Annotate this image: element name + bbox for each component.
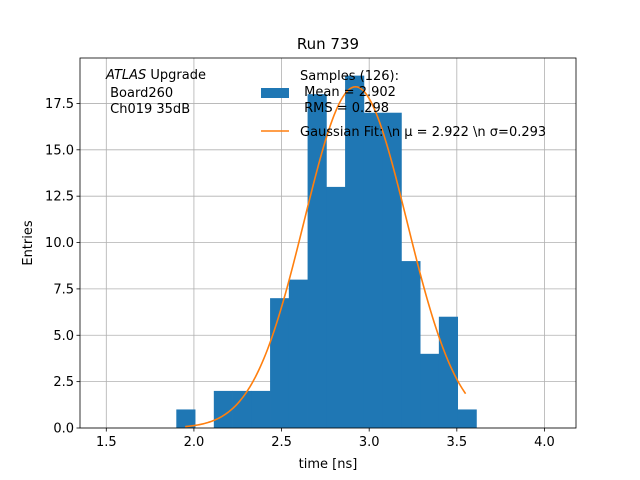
annotation-line-2: Board260 bbox=[106, 86, 173, 101]
histogram-bar bbox=[382, 112, 402, 428]
y-axis-title: Entries bbox=[21, 220, 36, 266]
x-tick-label: 3.0 bbox=[359, 435, 380, 450]
y-tick-label: 2.5 bbox=[53, 375, 74, 390]
histogram-bar bbox=[288, 279, 308, 428]
y-tick-label: 17.5 bbox=[45, 97, 74, 112]
legend-label-fit: Gaussian Fit: \n μ = 2.922 \n σ=0.293 bbox=[300, 125, 546, 140]
annotation-upgrade: Upgrade bbox=[146, 68, 206, 83]
histogram-bar bbox=[232, 390, 252, 428]
y-axis-ticks: 0.0 2.5 5.0 7.5 10.0 12.5 15.0 17.5 bbox=[45, 97, 80, 437]
x-axis-ticks: 1.5 2.0 2.5 3.0 3.5 4.0 bbox=[96, 428, 555, 450]
x-tick-label: 2.5 bbox=[271, 435, 292, 450]
histogram-bar bbox=[326, 186, 346, 428]
histogram-bar bbox=[401, 261, 421, 428]
y-tick-label: 10.0 bbox=[45, 236, 74, 251]
y-tick-label: 5.0 bbox=[53, 329, 74, 344]
annotation-line-3: Ch019 35dB bbox=[106, 102, 190, 117]
y-tick-label: 7.5 bbox=[53, 282, 74, 297]
gaussian-fit-curve bbox=[185, 85, 467, 428]
atlas-annotation: ATLAS Upgrade Board260 Ch019 35dB bbox=[105, 68, 206, 117]
histogram-bars bbox=[176, 75, 477, 429]
legend-samples-line: Mean = 2.902 bbox=[300, 85, 396, 100]
legend-label-samples: Samples (126): Mean = 2.902 RMS = 0.298 bbox=[300, 69, 399, 116]
y-tick-label: 12.5 bbox=[45, 190, 74, 205]
histogram-bar bbox=[345, 75, 365, 428]
chart-title: Run 739 bbox=[297, 35, 359, 53]
histogram-bar bbox=[176, 409, 196, 428]
histogram-bar bbox=[457, 409, 477, 428]
legend-samples-line: Samples (126): bbox=[300, 69, 399, 84]
histogram-bar bbox=[438, 316, 459, 428]
x-tick-label: 3.5 bbox=[446, 435, 467, 450]
histogram-bar bbox=[251, 390, 271, 428]
legend-swatch-samples bbox=[261, 88, 289, 98]
histogram-bar bbox=[270, 298, 290, 428]
histogram-bar bbox=[420, 353, 440, 428]
legend: Samples (126): Mean = 2.902 RMS = 0.298 … bbox=[261, 69, 546, 140]
y-tick-label: 0.0 bbox=[53, 422, 74, 437]
x-tick-label: 2.0 bbox=[184, 435, 205, 450]
x-axis-title: time [ns] bbox=[299, 457, 358, 472]
histogram-bar bbox=[213, 390, 233, 428]
x-tick-label: 4.0 bbox=[534, 435, 555, 450]
axes-frame bbox=[79, 57, 577, 429]
annotation-atlas: ATLAS bbox=[105, 68, 146, 83]
legend-samples-line: RMS = 0.298 bbox=[300, 101, 389, 116]
histogram-bar bbox=[363, 112, 383, 428]
y-tick-label: 15.0 bbox=[45, 143, 74, 158]
histogram-bar bbox=[307, 94, 327, 429]
annotation-line-1: ATLAS Upgrade bbox=[105, 68, 206, 83]
x-tick-label: 1.5 bbox=[96, 435, 117, 450]
